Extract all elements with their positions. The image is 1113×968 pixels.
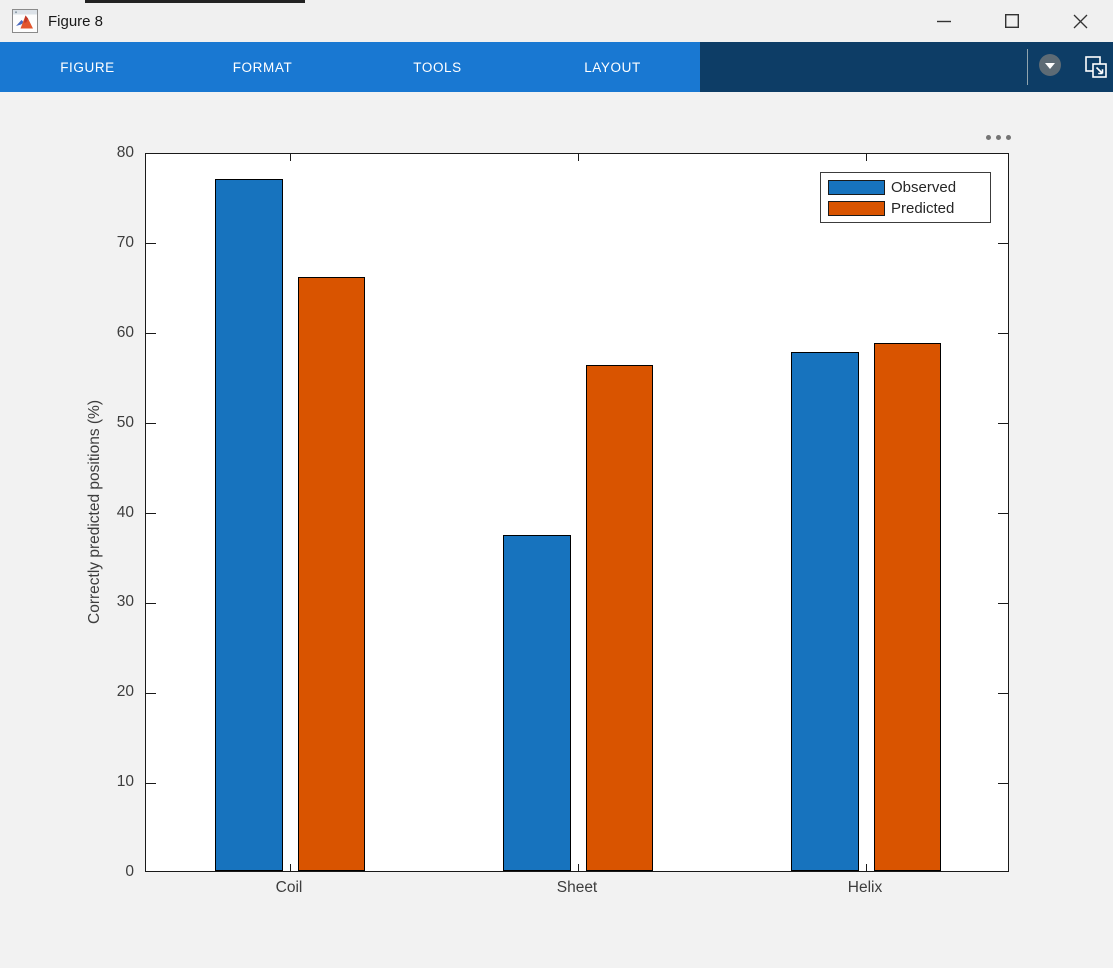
- toolbar-collapse-button[interactable]: [1039, 54, 1061, 76]
- legend-entry-observed: Observed: [828, 177, 990, 198]
- x-tick-label: Sheet: [556, 879, 598, 896]
- tab-format[interactable]: FORMAT: [232, 59, 293, 75]
- x-tick-mark: [577, 864, 579, 871]
- bar-observed-helix[interactable]: [791, 352, 859, 871]
- y-tick-mark: [146, 513, 156, 514]
- plot-area: [145, 153, 1009, 872]
- y-tick-label: 80: [116, 144, 134, 161]
- minimize-button[interactable]: [921, 0, 967, 42]
- legend-entry-predicted: Predicted: [828, 198, 990, 219]
- y-tick-mark: [146, 423, 156, 425]
- y-tick-mark: [146, 333, 156, 335]
- y-tick-mark: [146, 243, 156, 245]
- window-title: Figure 8: [48, 12, 104, 30]
- toolbar-divider: [1027, 49, 1028, 85]
- copy-figure-button[interactable]: [1082, 53, 1110, 81]
- x-tick-label: Coil: [275, 879, 303, 896]
- y-tick-mark: [998, 513, 1008, 514]
- y-tick-label: 40: [116, 503, 134, 521]
- y-tick-label: 60: [116, 323, 134, 341]
- minimize-icon: [937, 20, 951, 23]
- close-icon: [1073, 14, 1087, 28]
- x-tick-mark: [289, 154, 291, 161]
- y-tick-mark: [146, 782, 156, 784]
- y-tick-label: 20: [116, 683, 134, 701]
- toolbar: FIGURE FORMAT TOOLS LAYOUT: [0, 42, 1113, 92]
- x-tick-mark: [289, 864, 291, 871]
- y-tick-mark: [998, 423, 1008, 425]
- legend-label: Observed: [891, 179, 957, 196]
- copy-figure-icon: [1085, 56, 1107, 78]
- toolstrip-tabs: FIGURE FORMAT TOOLS LAYOUT: [0, 42, 700, 92]
- figure-canvas: Correctly predicted positions (%) Observ…: [0, 92, 1113, 968]
- x-tick-label: Helix: [847, 879, 883, 896]
- x-tick-mark: [865, 864, 867, 871]
- ellipsis-icon: [995, 134, 1001, 140]
- tab-tools[interactable]: TOOLS: [413, 59, 462, 75]
- tab-figure[interactable]: FIGURE: [60, 59, 115, 75]
- titlebar: Figure 8: [0, 0, 1113, 42]
- bar-predicted-coil[interactable]: [297, 276, 365, 871]
- legend-swatch: [828, 201, 885, 216]
- chevron-down-icon: [1045, 63, 1055, 69]
- y-tick-mark: [146, 602, 156, 604]
- ellipsis-icon: [1005, 134, 1011, 140]
- axes-toolbar-button[interactable]: [981, 129, 1015, 145]
- matlab-figure-icon: [12, 9, 38, 33]
- y-tick-label: 10: [116, 773, 134, 791]
- legend: Observed Predicted: [820, 172, 991, 223]
- y-tick-mark: [998, 243, 1008, 245]
- y-tick-mark: [998, 782, 1008, 784]
- x-tick-mark: [577, 154, 579, 161]
- y-tick-label: 70: [116, 233, 134, 251]
- window-top-edge: [85, 0, 305, 3]
- legend-label: Predicted: [891, 200, 955, 217]
- y-tick-mark: [998, 602, 1008, 604]
- y-tick-mark: [998, 333, 1008, 335]
- bar-observed-sheet[interactable]: [503, 534, 571, 871]
- tab-layout[interactable]: LAYOUT: [584, 59, 641, 75]
- ellipsis-icon: [985, 134, 991, 140]
- maximize-button[interactable]: [989, 0, 1035, 42]
- bar-predicted-sheet[interactable]: [585, 365, 653, 871]
- legend-swatch: [828, 180, 885, 195]
- y-tick-label: 30: [116, 593, 134, 611]
- y-tick-label: 50: [116, 413, 134, 431]
- y-tick-mark: [998, 692, 1008, 694]
- y-tick-mark: [146, 692, 156, 694]
- close-button[interactable]: [1057, 0, 1103, 42]
- y-tick-label: 0: [125, 863, 134, 880]
- x-tick-mark: [865, 154, 867, 161]
- bar-predicted-helix[interactable]: [873, 342, 941, 871]
- bar-observed-coil[interactable]: [215, 178, 283, 871]
- maximize-icon: [1005, 14, 1020, 29]
